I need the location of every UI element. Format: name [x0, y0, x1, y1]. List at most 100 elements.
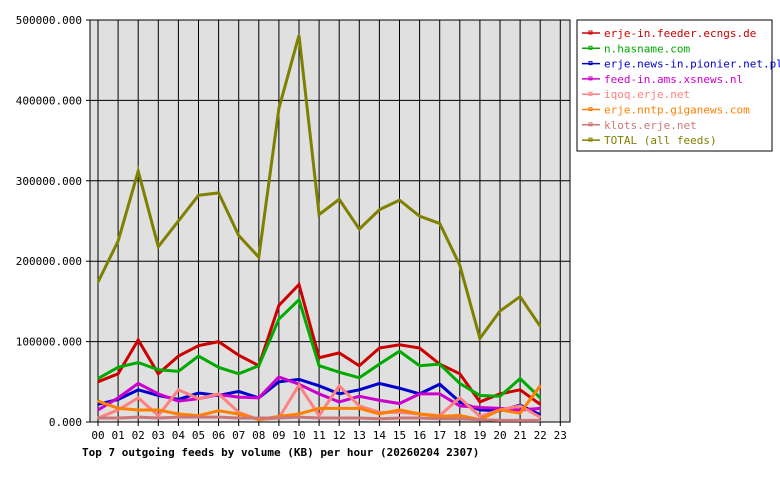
data-point	[519, 389, 521, 391]
data-point	[318, 417, 320, 419]
data-point	[117, 407, 119, 410]
data-point	[358, 364, 361, 367]
data-point	[378, 363, 381, 365]
x-tick-label: 14	[373, 429, 387, 442]
data-point	[378, 417, 381, 420]
data-point	[459, 417, 461, 420]
data-point	[97, 409, 99, 411]
data-point	[197, 416, 200, 418]
data-point	[398, 411, 401, 414]
data-point	[539, 407, 541, 410]
data-point	[258, 397, 260, 399]
legend-marker	[588, 137, 593, 142]
data-point	[137, 416, 139, 418]
data-point	[97, 381, 99, 383]
data-point	[459, 372, 461, 375]
data-point	[137, 339, 139, 341]
data-point	[438, 417, 441, 420]
data-point	[157, 414, 160, 417]
data-point	[177, 389, 180, 391]
data-point	[217, 393, 220, 395]
data-point	[378, 399, 381, 402]
data-point	[499, 419, 501, 422]
data-point	[137, 389, 139, 391]
data-point	[278, 304, 280, 307]
data-point	[278, 381, 280, 383]
data-point	[459, 382, 461, 385]
data-point	[539, 403, 541, 406]
data-point	[137, 382, 139, 385]
data-point	[459, 414, 461, 417]
data-point	[278, 376, 280, 378]
plot-area	[89, 19, 571, 423]
data-point	[137, 397, 139, 399]
data-point	[117, 240, 119, 242]
data-point	[97, 417, 99, 419]
legend-marker	[588, 122, 593, 127]
data-point	[278, 107, 280, 110]
y-tick-label: 500000.000	[16, 14, 82, 27]
data-point	[358, 417, 361, 419]
x-tick-label: 23	[554, 429, 567, 442]
x-tick-label: 17	[433, 429, 446, 442]
data-point	[378, 208, 381, 211]
data-point	[237, 372, 240, 375]
data-point	[117, 417, 119, 419]
x-tick-label: 18	[453, 429, 466, 442]
data-point	[318, 385, 320, 387]
data-point	[278, 417, 280, 419]
data-point	[97, 281, 99, 283]
data-point	[177, 413, 180, 415]
legend	[576, 19, 773, 152]
data-point	[117, 372, 119, 375]
data-point	[318, 356, 320, 359]
data-point	[338, 407, 341, 410]
data-point	[298, 413, 300, 415]
data-point	[217, 416, 220, 418]
data-point	[258, 364, 260, 367]
data-point	[358, 395, 361, 398]
data-point	[137, 170, 139, 172]
data-point	[318, 213, 320, 216]
data-point	[519, 419, 521, 422]
x-tick-label: 12	[333, 429, 346, 442]
data-point	[438, 363, 441, 365]
data-point	[398, 387, 401, 390]
data-point	[358, 405, 361, 407]
x-tick-label: 02	[132, 429, 145, 442]
data-point	[438, 393, 441, 395]
data-point	[418, 417, 421, 419]
data-point	[539, 325, 541, 328]
data-point	[418, 347, 421, 349]
data-point	[137, 361, 139, 364]
data-point	[177, 400, 180, 402]
data-point	[197, 344, 200, 347]
data-point	[519, 412, 521, 414]
data-point	[459, 397, 461, 399]
data-point	[338, 198, 341, 201]
data-point	[217, 340, 220, 343]
data-point	[398, 344, 401, 346]
legend-label: erje.nntp.giganews.com	[604, 104, 750, 117]
data-point	[539, 416, 541, 418]
data-point	[378, 347, 381, 349]
legend-label: feed-in.ams.xsnews.nl	[604, 73, 743, 86]
data-point	[197, 392, 200, 394]
data-point	[398, 409, 401, 411]
data-point	[398, 199, 401, 201]
x-tick-label: 03	[152, 429, 165, 442]
data-point	[499, 395, 501, 398]
y-tick-label: 300000.000	[16, 175, 82, 188]
data-point	[398, 350, 401, 353]
data-point	[438, 222, 441, 225]
data-point	[519, 377, 521, 380]
data-point	[318, 393, 320, 395]
x-tick-label: 20	[493, 429, 506, 442]
data-point	[479, 409, 481, 411]
x-tick-label: 08	[252, 429, 265, 442]
data-point	[338, 417, 341, 419]
data-point	[237, 396, 240, 398]
data-point	[237, 413, 240, 415]
data-point	[358, 376, 361, 379]
